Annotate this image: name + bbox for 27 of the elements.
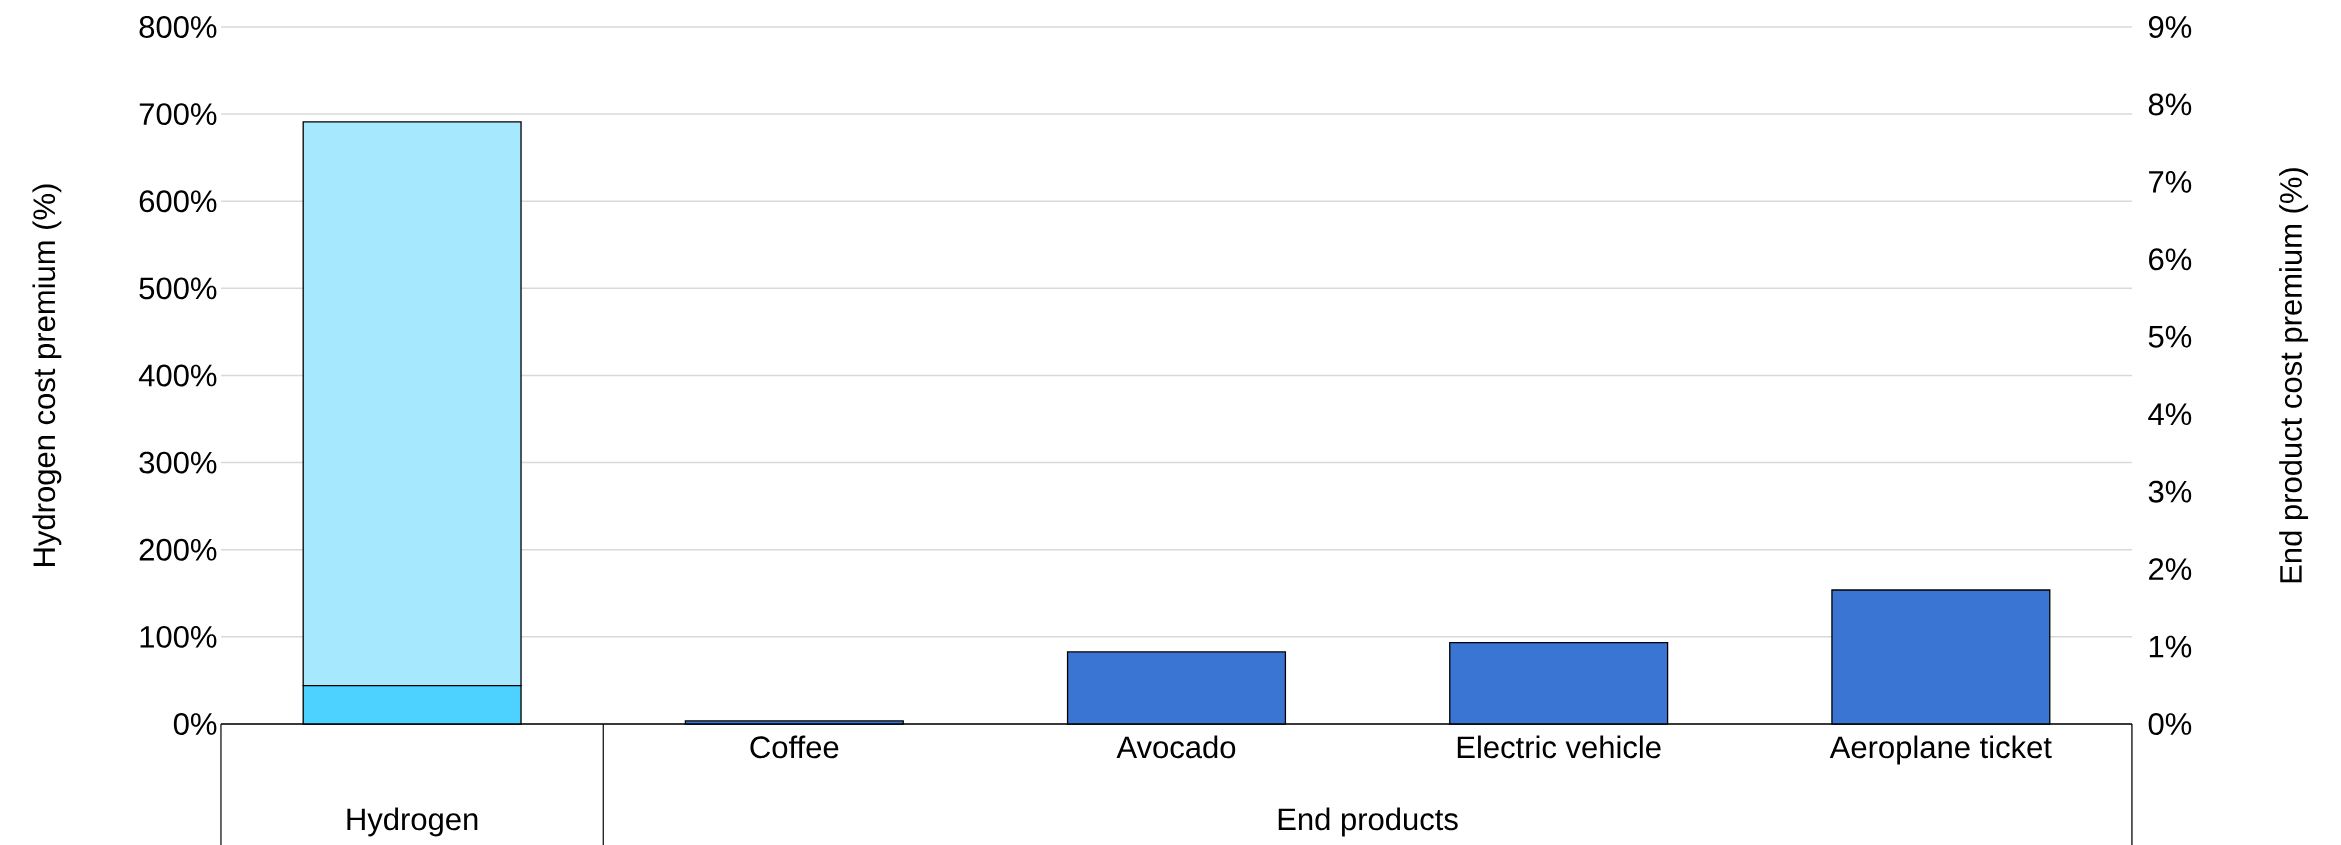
text: Hydrogen [347, 807, 478, 837]
y2-tick-label: 8% [2148, 93, 2192, 116]
x-tick-label: Electric vehicle [1457, 735, 1661, 759]
y-tick-label: 300% [139, 451, 217, 474]
text: End products [1278, 807, 1458, 837]
y2-tick-label: 5% [2148, 325, 2192, 348]
x-tick-label: Aeroplane ticket [1829, 735, 2052, 765]
y2-tick-label: 3% [2148, 480, 2192, 503]
y-tick-label: 100% [140, 625, 217, 648]
y-tick-label: 800% [139, 16, 217, 38]
y2-tick-label: 2% [2149, 558, 2192, 581]
y2-tick-label: 9% [2148, 16, 2192, 38]
y2-tick-label: 0% [2148, 713, 2192, 735]
y-tick-label: 200% [139, 538, 217, 561]
y2-tick-label: 4% [2148, 403, 2192, 426]
y-tick-label: 500% [139, 277, 217, 300]
y-tick-label: 600% [139, 190, 217, 213]
y2-tick-label: 1% [2149, 635, 2192, 658]
y2-tick-label: 6% [2149, 248, 2192, 271]
y-axis-title: Hydrogen cost premium (%) [32, 184, 62, 566]
y2-tick-label: 7% [2149, 171, 2192, 193]
x-tick-label: Coffee [750, 735, 839, 759]
y-tick-label: 400% [138, 364, 217, 387]
y2-axis-title: End product cost premium (%) [2279, 168, 2309, 583]
x-tick-label: Avocado [1116, 735, 1236, 759]
y-tick-label: 700% [139, 103, 217, 126]
y-tick-label: 0% [173, 713, 217, 735]
